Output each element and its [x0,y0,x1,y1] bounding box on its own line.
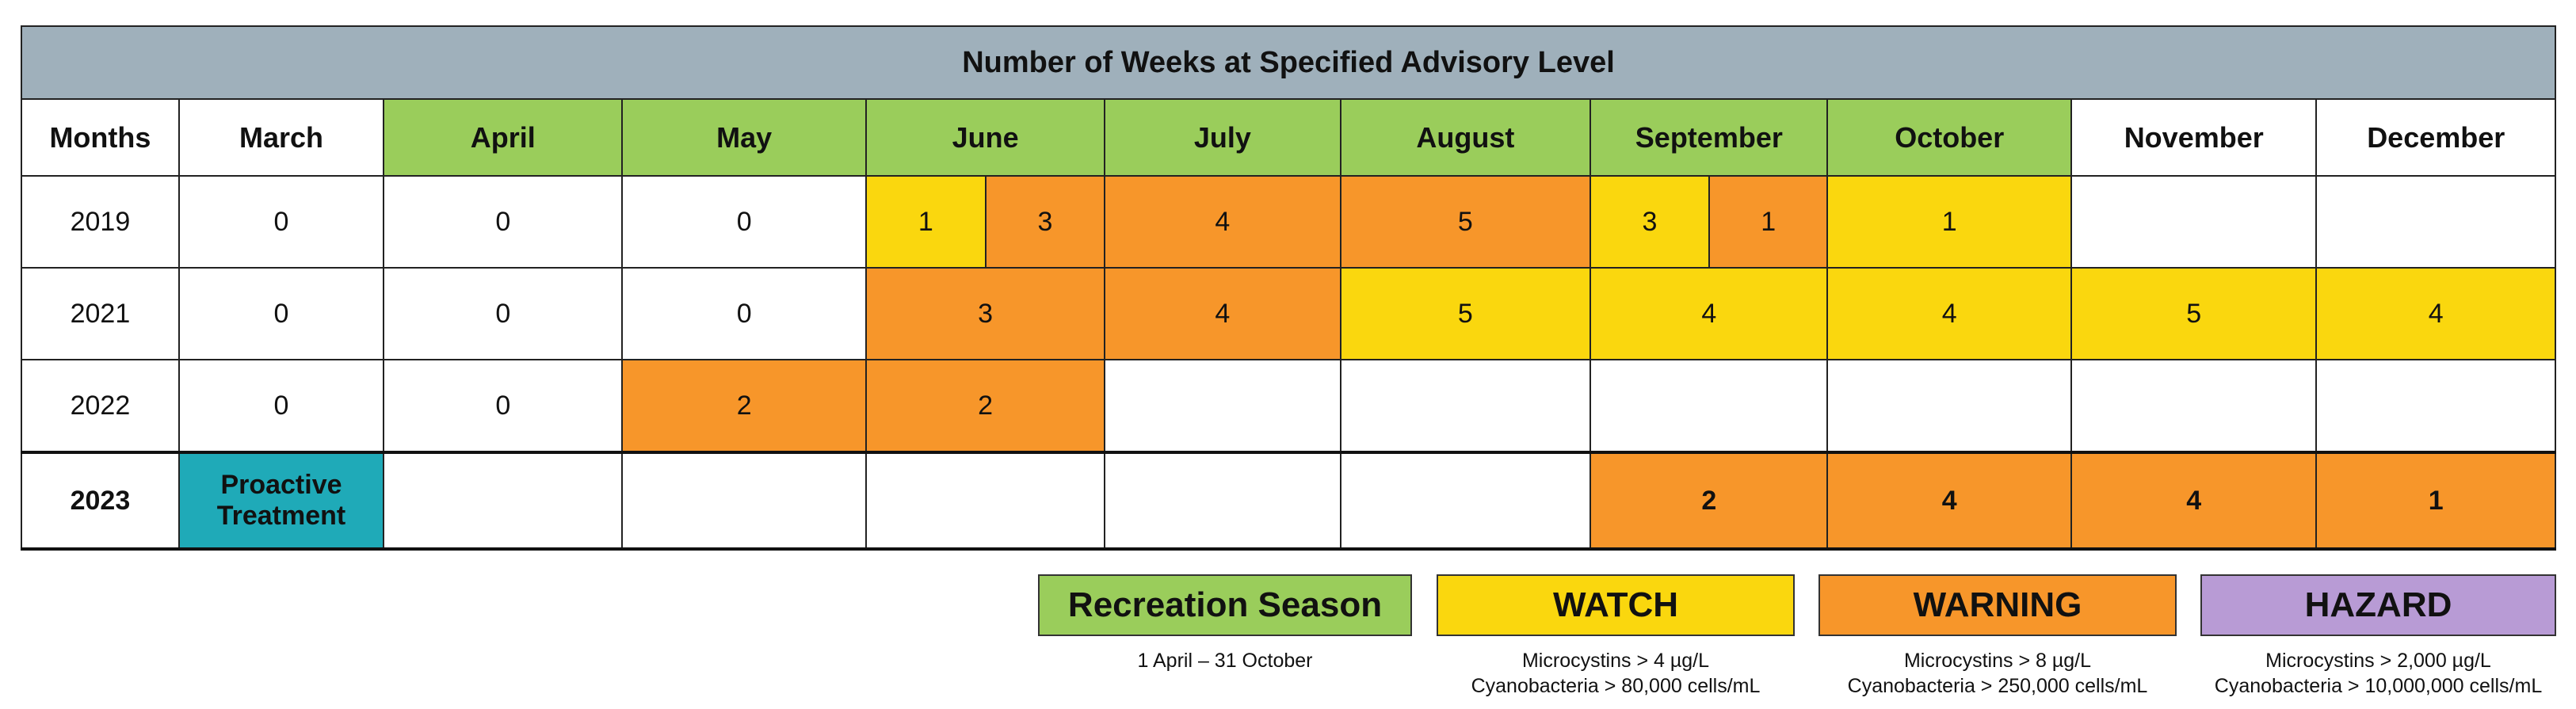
cell-2022-november [2070,359,2318,453]
table-row-2023: 2023 Proactive Treatment 2 4 4 1 [21,451,2556,551]
cell-2019-august: 5 [1339,175,1592,269]
cell-2022-april: 0 [383,359,624,453]
cell-2023-june [864,451,1106,551]
cell-2021-august: 5 [1339,267,1592,360]
table-title: Number of Weeks at Specified Advisory Le… [21,25,2556,100]
legend-watch-note: Microcystins > 4 µg/L Cyanobacteria > 80,… [1413,648,1818,699]
header-november: November [2070,98,2318,177]
legend-hazard-box: HAZARD [2200,574,2556,636]
cell-2023-november: 4 [2070,451,2318,551]
table-row-2021: 2021 0 0 0 3 4 5 4 4 5 4 [21,267,2556,360]
cell-2019-july: 4 [1104,175,1341,269]
legend-note-line: Cyanobacteria > 80,000 cells/mL [1471,675,1761,697]
cell-2021-june: 3 [864,267,1106,360]
legend-warning-note: Microcystins > 8 µg/L Cyanobacteria > 250… [1795,648,2200,699]
header-june: June [864,98,1106,177]
advisory-table: Number of Weeks at Specified Advisory Le… [21,25,2556,551]
legend-note-line: Microcystins > 8 µg/L [1903,650,2091,672]
header-july: July [1104,98,1341,177]
legend-note-line: 1 April – 31 October [1137,650,1313,672]
cell-2019-may: 0 [621,175,867,269]
header-months: Months [21,98,180,177]
legend-watch-box: WATCH [1437,574,1795,636]
year-label: 2023 [21,451,180,551]
header-may: May [621,98,867,177]
advisory-table-container: Number of Weeks at Specified Advisory Le… [21,25,2556,551]
cell-2019-june-watch: 1 [866,177,987,267]
month-header-row: Months March April May June July August Septemb… [21,98,2556,177]
cell-2021-may: 0 [621,267,867,360]
proactive-treatment-cell: Proactive Treatment [177,451,385,551]
cell-2022-august [1339,359,1592,453]
legend-recreation-note: 1 April – 31 October [1014,648,1436,673]
cell-2021-march: 0 [177,267,385,360]
table-row-2019: 2019 0 0 0 1 3 4 5 3 1 1 [21,175,2556,269]
legend-recreation-box: Recreation Season [1038,574,1412,636]
header-december: December [2315,98,2556,177]
cell-2023-december: 1 [2315,451,2556,551]
year-label: 2021 [21,267,180,360]
cell-2019-december [2315,175,2556,269]
header-august: August [1339,98,1592,177]
header-april: April [383,98,624,177]
header-september: September [1589,98,1829,177]
cell-2021-december: 4 [2315,267,2556,360]
cell-2021-april: 0 [383,267,624,360]
cell-2023-october: 4 [1826,451,2072,551]
cell-2019-april: 0 [383,175,624,269]
cell-2023-august [1339,451,1592,551]
legend-hazard-note: Microcystins > 2,000 µg/L Cyanobacteria >… [2177,648,2576,699]
cell-2022-may: 2 [621,359,867,453]
cell-2021-october: 4 [1826,267,2072,360]
cell-2023-may [621,451,867,551]
cell-2019-june-warning: 3 [986,177,1105,267]
cell-2022-october [1826,359,2072,453]
legend-note-line: Microcystins > 2,000 µg/L [2265,650,2491,672]
cell-2022-march: 0 [177,359,385,453]
cell-2023-september: 2 [1589,451,1829,551]
cell-2022-july [1104,359,1341,453]
cell-2021-november: 5 [2070,267,2318,360]
legend-note-line: Microcystins > 4 µg/L [1521,650,1709,672]
cell-2019-september-warning: 1 [1709,177,1827,267]
header-october: October [1826,98,2072,177]
table-row-2022: 2022 0 0 2 2 [21,359,2556,453]
year-label: 2019 [21,175,180,269]
cell-2021-july: 4 [1104,267,1341,360]
legend-note-line: Cyanobacteria > 10,000,000 cells/mL [2214,675,2543,697]
cell-2023-april [383,451,624,551]
cell-2019-march: 0 [177,175,385,269]
cell-2019-september-watch: 3 [1591,177,1710,267]
cell-2019-october: 1 [1826,175,2072,269]
year-label: 2022 [21,359,180,453]
legend-warning-box: WARNING [1818,574,2177,636]
cell-2022-june: 2 [864,359,1106,453]
cell-2022-december [2315,359,2556,453]
cell-2023-july [1104,451,1341,551]
legend-note-line: Cyanobacteria > 250,000 cells/mL [1847,675,2148,697]
cell-2019-november [2070,175,2318,269]
cell-2021-september: 4 [1589,267,1829,360]
header-march: March [177,98,385,177]
cell-2022-september [1589,359,1829,453]
